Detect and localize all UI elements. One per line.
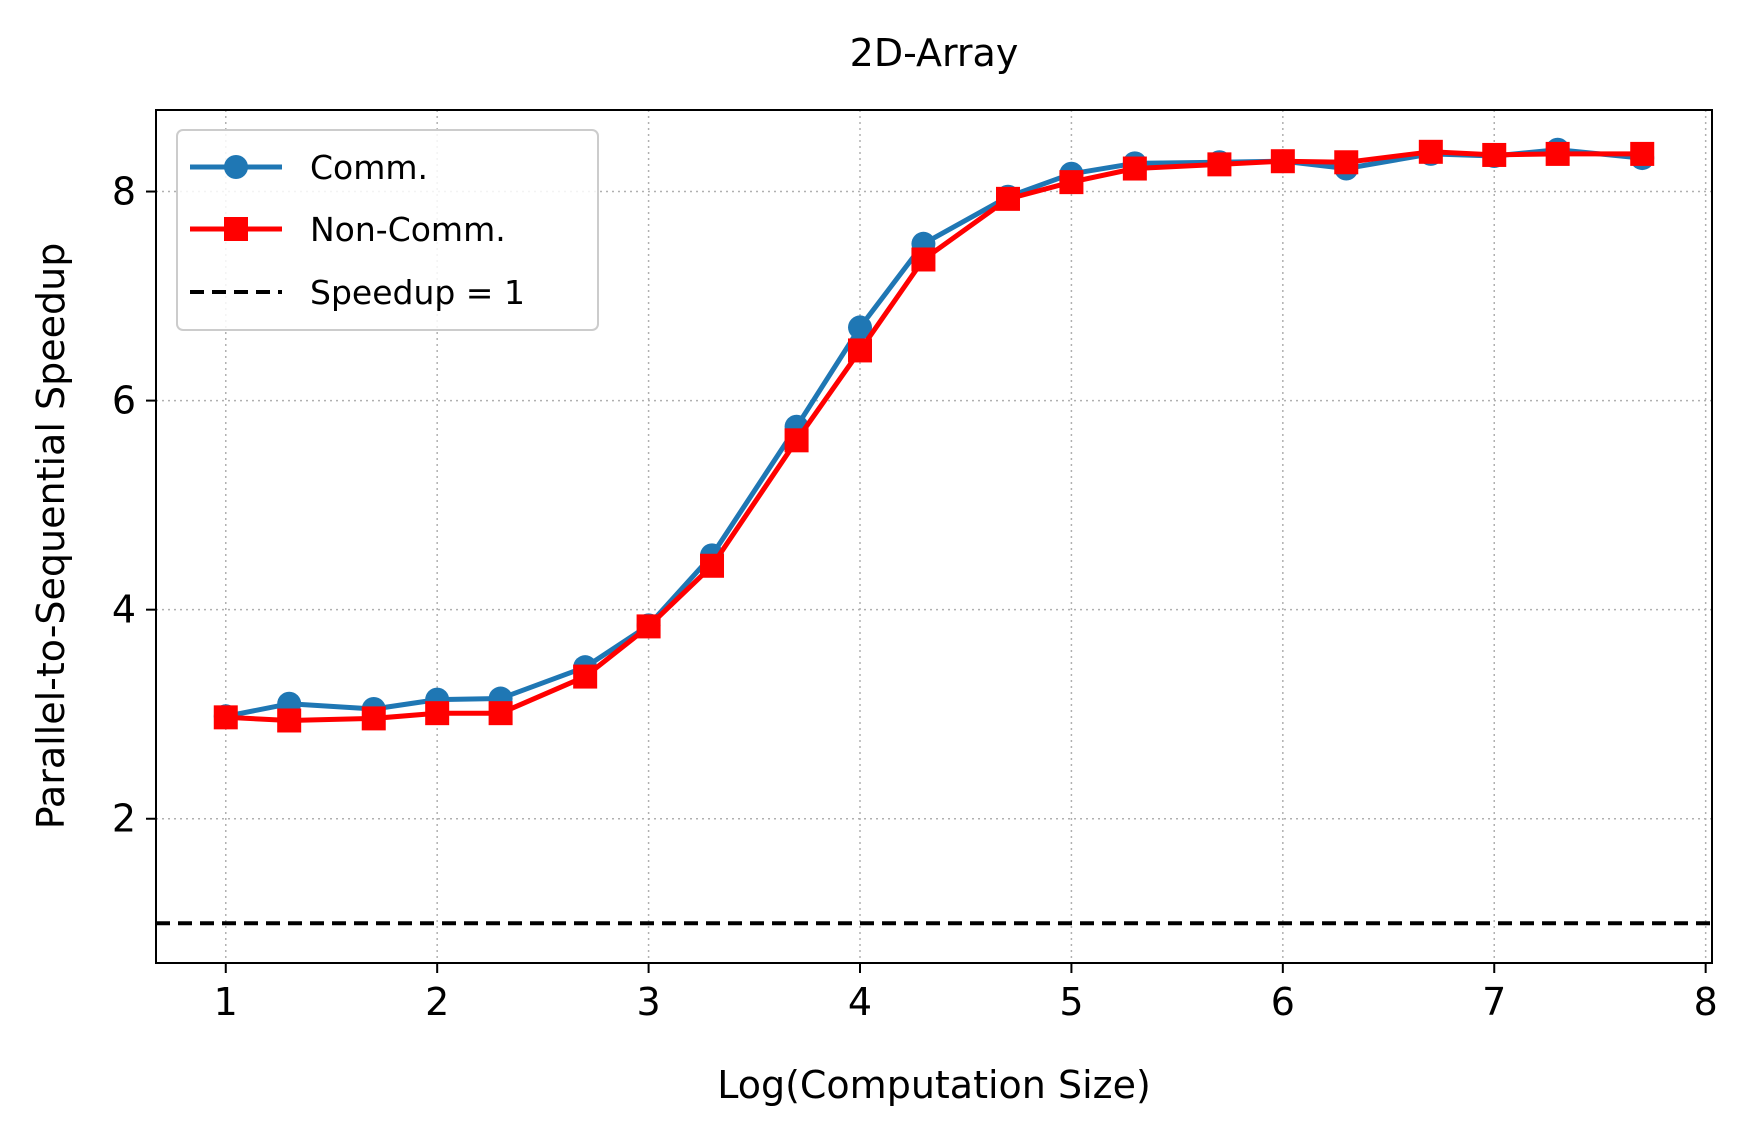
data-point-non-comm xyxy=(1270,149,1295,174)
x-tick-label: 3 xyxy=(636,980,660,1024)
legend-box xyxy=(176,129,599,331)
data-point-non-comm xyxy=(1482,142,1507,167)
plot-frame xyxy=(155,109,1713,964)
data-point-non-comm xyxy=(425,701,450,726)
data-point-non-comm xyxy=(1545,141,1570,166)
data-point-non-comm xyxy=(1630,141,1655,166)
data-point-non-comm xyxy=(995,186,1020,211)
x-tick-label: 2 xyxy=(425,980,449,1024)
x-tick-label: 5 xyxy=(1059,980,1083,1024)
series-layer xyxy=(213,137,1655,733)
data-point-non-comm xyxy=(488,701,513,726)
x-axis-label: Log(Computation Size) xyxy=(717,1063,1151,1107)
legend-comm-label: Comm. xyxy=(310,148,428,187)
series-non-comm xyxy=(213,139,1655,733)
x-tick-label: 8 xyxy=(1694,980,1718,1024)
data-point-non-comm xyxy=(213,705,238,730)
x-tick-label: 1 xyxy=(214,980,238,1024)
legend-noncomm-marker xyxy=(224,217,248,241)
y-tick-label: 8 xyxy=(112,170,136,214)
chart-title: 2D-Array xyxy=(850,31,1019,75)
data-point-non-comm xyxy=(277,708,302,733)
x-tick-label: 4 xyxy=(848,980,872,1024)
data-point-non-comm xyxy=(700,553,725,578)
grid-lines xyxy=(156,110,1712,963)
x-tick-label: 7 xyxy=(1482,980,1506,1024)
data-point-non-comm xyxy=(848,338,873,363)
legend: Comm. Non-Comm. Speedup = 1 xyxy=(176,129,599,331)
y-tick-label: 2 xyxy=(112,797,136,841)
legend-comm-marker xyxy=(224,155,248,179)
data-point-non-comm xyxy=(1334,150,1359,175)
legend-speedup-label: Speedup = 1 xyxy=(310,273,525,312)
x-axis-ticks: 1 2 3 4 5 6 7 8 xyxy=(214,963,1718,1024)
y-tick-label: 4 xyxy=(112,588,136,632)
y-tick-label: 6 xyxy=(112,379,136,423)
data-point-non-comm xyxy=(1418,139,1443,164)
data-point-comm xyxy=(848,315,873,340)
y-axis-label: Parallel-to-Sequential Speedup xyxy=(29,243,73,830)
data-point-non-comm xyxy=(636,614,661,639)
x-tick-label: 6 xyxy=(1271,980,1295,1024)
data-point-non-comm xyxy=(361,706,386,731)
data-point-non-comm xyxy=(911,247,936,272)
data-point-non-comm xyxy=(1122,156,1147,181)
data-point-non-comm xyxy=(784,428,809,453)
data-point-non-comm xyxy=(1059,170,1084,195)
y-axis-ticks: 2 4 6 8 xyxy=(112,170,156,841)
data-point-non-comm xyxy=(573,664,598,689)
data-point-non-comm xyxy=(1207,152,1232,177)
legend-noncomm-label: Non-Comm. xyxy=(310,210,506,249)
